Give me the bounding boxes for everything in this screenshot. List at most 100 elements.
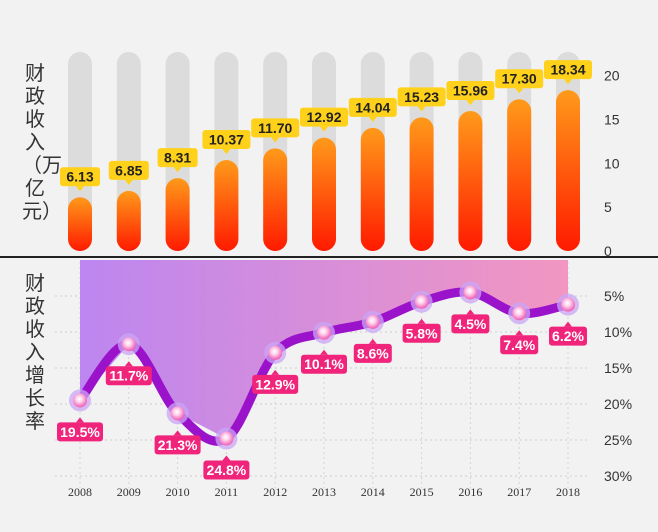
bar-value-label-pointer: [320, 126, 328, 132]
bar-value-label-bg: [495, 69, 544, 89]
bar-value-label-pointer: [76, 186, 84, 192]
line-value-label-pointer: [368, 338, 377, 344]
bar-value-label: 8.31: [164, 150, 191, 166]
line-value-label-bg: [252, 374, 299, 394]
line-ytick-label: 25%: [604, 432, 632, 448]
line-value-label-pointer: [124, 361, 133, 367]
bar-value-label-pointer: [124, 179, 133, 185]
line-value-label: 24.8%: [207, 462, 247, 478]
bar-ytick-label: 15: [604, 111, 620, 127]
bar-ytick-label: 5: [604, 199, 612, 215]
bar-ylabel: 财政收入（万亿元）: [22, 61, 62, 223]
bar-value-label-pointer: [515, 88, 524, 94]
bar-value-label-bg: [348, 97, 397, 117]
bar-value-label: 15.23: [404, 89, 439, 105]
bar-value-label: 12.92: [306, 109, 341, 125]
bar-value-label: 18.34: [550, 62, 585, 78]
x-tick-label: 2018: [556, 485, 580, 499]
x-tick-label: 2016: [458, 485, 482, 499]
line-value-label: 10.1%: [304, 356, 344, 372]
line-point: [268, 345, 283, 360]
line-value-label-bg: [353, 343, 392, 363]
bar-value-label-bg: [60, 167, 100, 187]
line-ytick-label: 30%: [604, 468, 632, 484]
line-value-label-bg: [203, 460, 250, 480]
line-value-label-bg: [402, 323, 441, 343]
bar-value-label: 15.96: [453, 82, 488, 98]
line-value-label: 5.8%: [406, 325, 438, 341]
line-value-label: 7.4%: [503, 337, 535, 353]
bar-value-label-pointer: [173, 167, 182, 173]
bar: [409, 117, 434, 252]
bar: [68, 197, 92, 251]
bar-value-label: 14.04: [355, 99, 390, 115]
x-tick-label: 2014: [361, 485, 385, 499]
line-ylabel: 财政收入增长率: [25, 271, 45, 433]
line-value-label-pointer: [564, 321, 572, 327]
line-ytick-label: 20%: [604, 396, 632, 412]
bar-value-label-pointer: [271, 137, 280, 143]
bar-ytick-label: 20: [604, 68, 620, 84]
bar-value-label: 6.85: [115, 162, 142, 178]
line-value-label-bg: [154, 435, 201, 455]
line-value-label-pointer: [173, 430, 182, 436]
x-tick-label: 2008: [68, 485, 92, 499]
bar: [263, 148, 288, 251]
bar: [360, 127, 385, 251]
bar-value-label: 6.13: [66, 169, 93, 185]
line-ytick-label: 15%: [604, 360, 632, 376]
x-tick-label: 2015: [410, 485, 434, 499]
line-value-label-bg: [105, 366, 152, 386]
line-point: [561, 297, 575, 312]
line-value-label-pointer: [222, 455, 231, 461]
line-value-label-pointer: [417, 318, 426, 324]
line-point: [414, 294, 429, 309]
line-value-label-bg: [301, 354, 347, 374]
bar-value-label-bg: [300, 107, 348, 127]
bar-value-label-bg: [544, 60, 592, 80]
bar-value-label-pointer: [564, 79, 572, 85]
line-value-label: 8.6%: [357, 345, 389, 361]
line-value-label: 19.5%: [60, 424, 100, 440]
line-point: [170, 406, 185, 421]
line-value-label-bg: [500, 335, 539, 355]
line-value-label: 4.5%: [454, 316, 486, 332]
bar-value-label-bg: [446, 80, 495, 100]
line-value-label-pointer: [76, 417, 84, 423]
bar-value-label-pointer: [466, 99, 475, 105]
bar-value-label-bg: [397, 87, 446, 107]
line-value-label-pointer: [466, 309, 475, 315]
bar-value-label: 17.30: [502, 71, 537, 87]
line-point: [219, 431, 234, 446]
bar-value-label: 10.37: [209, 132, 244, 148]
bar-value-label-pointer: [368, 116, 377, 122]
line-point: [73, 393, 87, 408]
bar-value-label-bg: [157, 148, 198, 168]
line-value-label-bg: [451, 314, 490, 334]
line-value-label-pointer: [320, 349, 328, 355]
line-ytick-label: 5%: [604, 288, 624, 304]
line-ytick-label: 10%: [604, 324, 632, 340]
x-tick-label: 2010: [166, 485, 190, 499]
x-tick-label: 2011: [215, 485, 239, 499]
bar-value-label-bg: [108, 160, 149, 180]
bar-value-label-bg: [202, 130, 251, 150]
line-value-label-pointer: [271, 369, 280, 375]
bar: [312, 137, 336, 251]
line-value-label-bg: [57, 422, 103, 442]
line-value-label-bg: [549, 326, 587, 346]
bar-value-label-pointer: [417, 106, 426, 112]
line-value-label-pointer: [515, 330, 524, 336]
bar-value-label-pointer: [222, 149, 231, 155]
bar-ytick-label: 0: [604, 243, 612, 259]
line-point: [317, 325, 331, 340]
bar: [458, 110, 483, 251]
line-point: [365, 314, 380, 329]
x-tick-label: 2013: [312, 485, 336, 499]
line-point: [512, 306, 527, 321]
line-area: [80, 260, 568, 439]
bar: [165, 178, 190, 251]
bar: [507, 99, 532, 252]
